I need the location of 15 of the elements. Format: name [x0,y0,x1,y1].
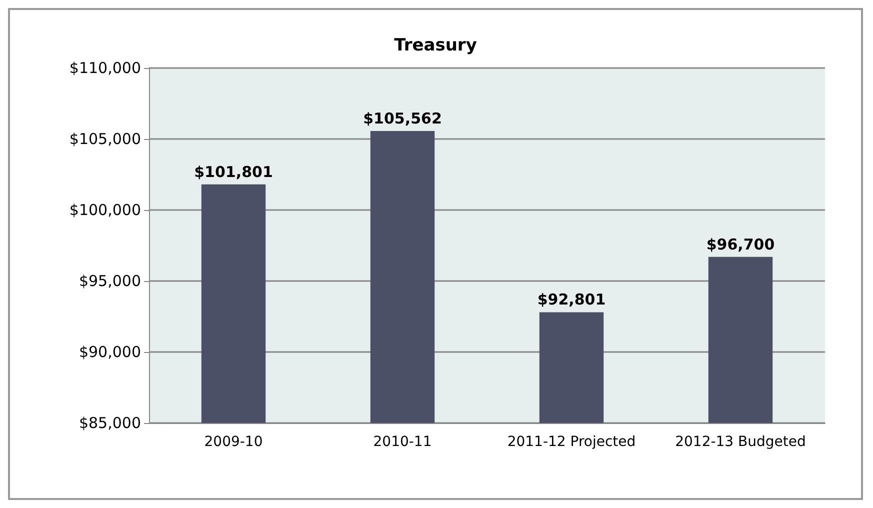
y-tick-label: $90,000 [78,343,141,361]
x-tick-label: 2011-12 Projected [507,434,636,450]
y-tick-label: $110,000 [69,59,141,77]
x-tick-label: 2012-13 Budgeted [675,434,806,450]
x-tick-label: 2010-11 [373,434,432,450]
x-tick-label: 2009-10 [204,434,263,450]
y-tick-label: $95,000 [78,272,141,290]
chart-title: Treasury [394,36,477,56]
data-label: $101,801 [194,162,273,181]
data-label: $96,700 [706,235,775,254]
y-tick-label: $105,000 [69,130,141,148]
y-tick-label: $100,000 [69,201,141,219]
data-label: $92,801 [537,290,606,309]
data-label: $105,562 [363,110,442,128]
y-tick-label: $85,000 [78,414,141,432]
